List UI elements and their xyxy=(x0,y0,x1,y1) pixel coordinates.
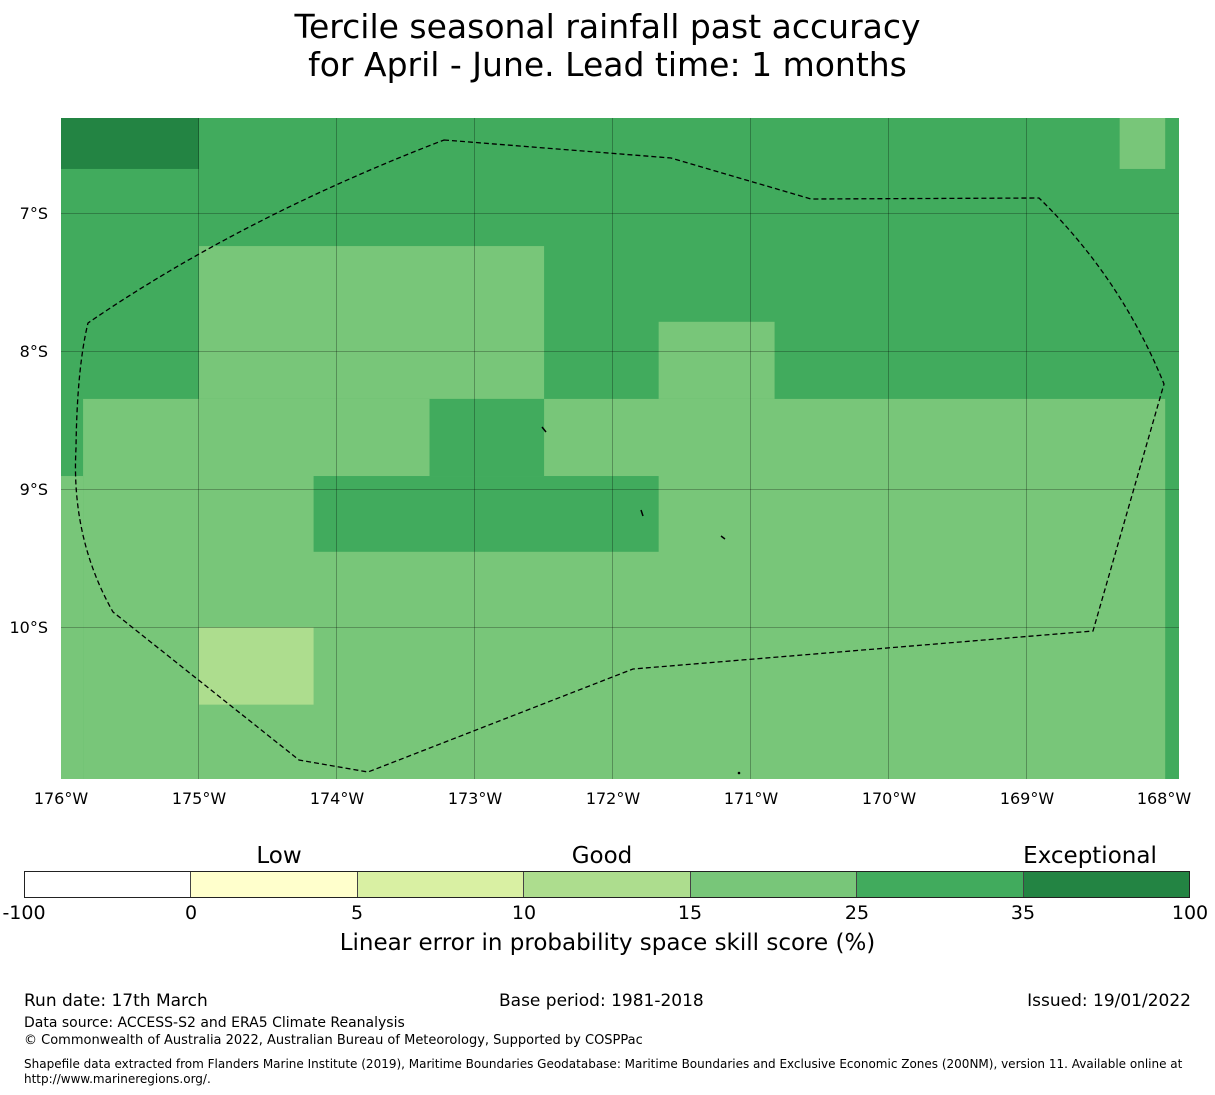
colorbar-title: Linear error in probability space skill … xyxy=(339,930,876,956)
lat-label-10s: 10°S xyxy=(9,618,48,637)
island-1 xyxy=(541,426,547,433)
skill-map xyxy=(61,118,1179,779)
map-grid-cell xyxy=(313,476,659,552)
colorbar-tick: 25 xyxy=(844,902,870,924)
lon-label-174w: 174°W xyxy=(309,789,365,808)
lon-label-173w: 173°W xyxy=(447,789,503,808)
map-grid-cell xyxy=(429,398,545,477)
colorbar-tick: 100 xyxy=(1171,902,1209,924)
map-cells xyxy=(61,118,1166,779)
eez-boundary xyxy=(74,139,1165,773)
run-date: Run date: 17th March xyxy=(24,991,208,1011)
island-2 xyxy=(640,509,644,517)
issued-date: Issued: 19/01/2022 xyxy=(1027,991,1191,1011)
lon-label-169w: 169°W xyxy=(999,789,1055,808)
copyright-notice: © Commonwealth of Australia 2022, Austra… xyxy=(24,1033,643,1048)
colorbar-tick: 5 xyxy=(350,902,364,924)
colorbar-segment xyxy=(25,872,192,897)
data-source: Data source: ACCESS-S2 and ERA5 Climate … xyxy=(24,1015,405,1031)
colorbar-tick: 15 xyxy=(677,902,703,924)
colorbar-tick: 0 xyxy=(184,902,198,924)
map-grid-cell xyxy=(83,398,1166,779)
colorbar-segment xyxy=(690,872,858,897)
map-title-line-1: Tercile seasonal rainfall past accuracy xyxy=(294,7,921,46)
colorbar-segment xyxy=(524,872,691,897)
shapefile-credit-line-1: Shapefile data extracted from Flanders M… xyxy=(24,1057,1183,1071)
colorbar-category-low: Low xyxy=(256,843,302,869)
colorbar-segment xyxy=(357,872,525,897)
island-4 xyxy=(737,771,741,775)
colorbar-segment xyxy=(857,872,1024,897)
colorbar-tick: -100 xyxy=(2,902,46,924)
colorbar-tick: 35 xyxy=(1010,902,1036,924)
colorbar-category-exceptional: Exceptional xyxy=(1023,843,1157,869)
colorbar-segment xyxy=(191,872,358,897)
map-title-line-2: for April - June. Lead time: 1 months xyxy=(308,45,907,84)
map-grid-cell xyxy=(199,246,545,399)
lat-label-9s: 9°S xyxy=(19,480,48,499)
lon-label-170w: 170°W xyxy=(861,789,917,808)
lon-label-171w: 171°W xyxy=(723,789,779,808)
colorbar-segment xyxy=(1023,872,1189,897)
base-period: Base period: 1981-2018 xyxy=(499,991,704,1011)
colorbar-tick: 10 xyxy=(511,902,537,924)
lat-label-8s: 8°S xyxy=(19,342,48,361)
lon-label-175w: 175°W xyxy=(171,789,227,808)
map-grid-cell xyxy=(61,476,84,779)
lon-label-168w: 168°W xyxy=(1136,789,1192,808)
map-grid-cell xyxy=(658,321,775,399)
colorbar-category-good: Good xyxy=(571,843,633,869)
colorbar xyxy=(24,871,1190,898)
shapefile-credit-line-2: http://www.marineregions.org/. xyxy=(24,1072,211,1086)
map-grid-cell xyxy=(61,118,200,169)
skill-map-canvas xyxy=(61,118,1179,779)
map-gridlines xyxy=(61,118,1179,779)
lat-label-7s: 7°S xyxy=(19,204,48,223)
map-grid-cell xyxy=(1119,118,1166,169)
lon-label-176w: 176°W xyxy=(33,789,89,808)
island-3 xyxy=(720,535,726,540)
lon-label-172w: 172°W xyxy=(585,789,641,808)
map-grid-cell xyxy=(199,627,314,705)
